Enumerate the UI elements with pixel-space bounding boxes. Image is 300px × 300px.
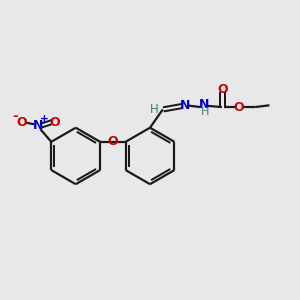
Text: N: N xyxy=(180,99,190,112)
Text: O: O xyxy=(16,116,27,129)
Text: +: + xyxy=(40,114,49,124)
Text: N: N xyxy=(199,98,209,111)
Text: N: N xyxy=(33,119,43,132)
Text: O: O xyxy=(233,100,244,114)
Text: H: H xyxy=(149,103,158,116)
Text: H: H xyxy=(200,107,209,117)
Text: -: - xyxy=(12,110,18,123)
Text: O: O xyxy=(49,116,59,129)
Text: O: O xyxy=(217,83,228,96)
Text: O: O xyxy=(107,135,118,148)
